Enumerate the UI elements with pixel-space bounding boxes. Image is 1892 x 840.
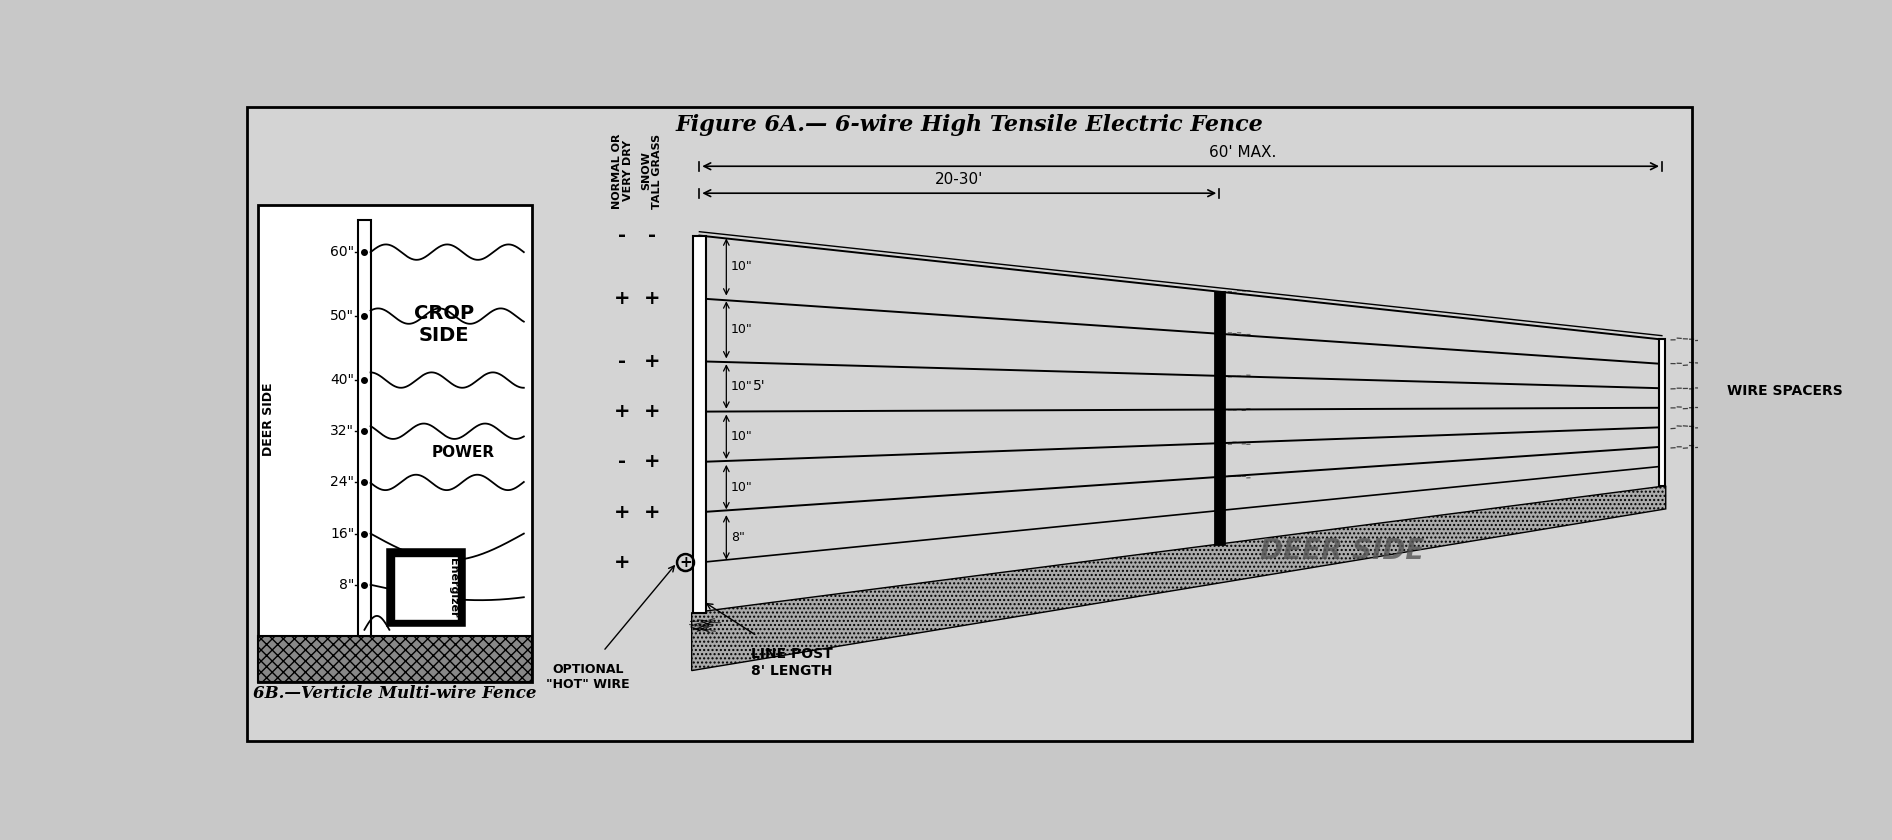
Text: +: + <box>643 402 660 421</box>
Bar <box>257 205 532 682</box>
Polygon shape <box>692 486 1665 670</box>
Text: +: + <box>643 352 660 370</box>
Text: NORMAL OR
VERY DRY: NORMAL OR VERY DRY <box>611 133 634 208</box>
Text: 32": 32" <box>331 424 354 438</box>
Text: 60' MAX.: 60' MAX. <box>1209 145 1275 160</box>
Text: WIRE SPACERS: WIRE SPACERS <box>1727 384 1843 397</box>
Bar <box>692 235 706 613</box>
Text: SNOW
TALL GRASS: SNOW TALL GRASS <box>641 134 662 208</box>
Bar <box>1215 291 1224 544</box>
Text: 16": 16" <box>331 527 354 541</box>
Text: 60": 60" <box>331 245 354 259</box>
Bar <box>358 220 371 636</box>
Text: 50": 50" <box>331 309 354 323</box>
Text: 10": 10" <box>730 380 753 393</box>
Text: Energizer: Energizer <box>448 558 458 617</box>
Text: 10": 10" <box>730 260 753 274</box>
Text: 8": 8" <box>730 531 745 543</box>
Text: +: + <box>643 502 660 522</box>
Bar <box>394 556 458 620</box>
Bar <box>1659 339 1665 486</box>
Text: Figure 6A.— 6-wire High Tensile Electric Fence: Figure 6A.— 6-wire High Tensile Electric… <box>675 114 1264 136</box>
Text: 8": 8" <box>339 578 354 591</box>
Text: +: + <box>615 289 630 308</box>
Text: -: - <box>619 453 626 471</box>
Text: +: + <box>615 502 630 522</box>
Text: 24": 24" <box>331 475 354 490</box>
Text: 10": 10" <box>730 323 753 336</box>
Text: -: - <box>619 352 626 370</box>
Text: +: + <box>679 555 692 570</box>
Text: LINE POST
8' LENGTH: LINE POST 8' LENGTH <box>751 648 832 678</box>
Text: 20-30': 20-30' <box>935 172 984 187</box>
Bar <box>257 636 532 682</box>
Text: OPTIONAL
"HOT" WIRE: OPTIONAL "HOT" WIRE <box>547 663 630 690</box>
Text: 6B.—Verticle Multi-wire Fence: 6B.—Verticle Multi-wire Fence <box>254 685 537 702</box>
Text: POWER: POWER <box>431 445 494 460</box>
Text: +: + <box>615 553 630 572</box>
Text: -: - <box>619 226 626 245</box>
Text: +: + <box>643 453 660 471</box>
Text: DEER SIDE: DEER SIDE <box>263 383 276 456</box>
Bar <box>390 551 462 624</box>
Text: +: + <box>643 289 660 308</box>
Text: -: - <box>647 226 657 245</box>
Text: CROP
SIDE: CROP SIDE <box>414 303 475 344</box>
Text: +: + <box>615 402 630 421</box>
Text: 5': 5' <box>753 380 766 393</box>
Text: 10": 10" <box>730 480 753 494</box>
Text: 10": 10" <box>730 430 753 444</box>
Text: 40": 40" <box>331 373 354 387</box>
Text: DEER SIDE: DEER SIDE <box>1260 538 1425 565</box>
